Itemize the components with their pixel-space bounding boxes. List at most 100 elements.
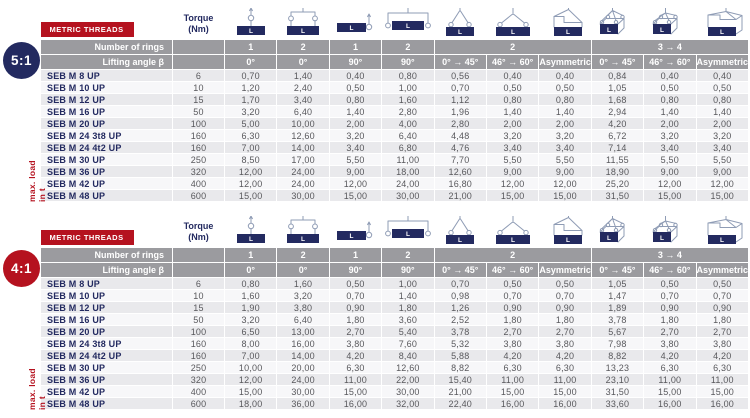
load-value: 12,00: [695, 177, 750, 190]
sling-2-leg-asymmetric-icon: L: [538, 216, 592, 248]
load-value: 4,20: [538, 349, 592, 362]
angle-row-spacer: [172, 54, 225, 70]
load-value: 0,80: [485, 93, 540, 106]
load-value: 15,00: [643, 189, 697, 202]
ring-side-2-icon: L: [381, 8, 435, 40]
rings-row-label: Number of rings: [40, 39, 173, 55]
sling-3-4-leg-46-60-icon: L: [643, 8, 697, 40]
load-value: 5,40: [381, 325, 435, 338]
lifting-angle-cell: Asymmetric: [695, 54, 750, 70]
lifting-angle-cell: 90°: [381, 54, 435, 70]
load-value: 0,40: [328, 69, 383, 82]
lifting-angle-cell: 46° → 60°: [485, 54, 540, 70]
load-value: 2,70: [643, 325, 697, 338]
table-row: SEB M 24 3t8 UP 160 6,30 12,60 3,20 6,40 4,48 3…: [40, 129, 750, 142]
load-value: 0,70: [643, 289, 697, 302]
row-label: SEB M 16 UP: [40, 105, 173, 118]
rings-count-cell: 1: [223, 247, 278, 263]
load-value: 22,00: [381, 373, 435, 386]
load-value: 15,00: [328, 189, 383, 202]
torque-value: 6: [172, 69, 225, 82]
load-value: 6,30: [223, 129, 278, 142]
load-value: 5,50: [485, 153, 540, 166]
load-value: 4,20: [328, 349, 383, 362]
row-label: SEB M 36 UP: [40, 373, 173, 386]
load-value: 0,70: [223, 69, 278, 82]
load-value: 2,00: [538, 117, 592, 130]
load-value: 20,00: [276, 361, 330, 374]
load-value: 24,00: [276, 177, 330, 190]
load-value: 15,00: [328, 385, 383, 398]
load-value: 2,70: [328, 325, 383, 338]
lifting-angle-cell: 0° → 45°: [590, 54, 645, 70]
load-value: 15,00: [485, 385, 540, 398]
load-value: 0,70: [538, 289, 592, 302]
load-value: 32,00: [381, 397, 435, 410]
load-value: 2,70: [538, 325, 592, 338]
sling-3-4-leg-asymmetric-icon: L: [696, 8, 749, 40]
load-value: 1,80: [485, 313, 540, 326]
load-value: 3,80: [643, 337, 697, 350]
rings-count-cell: 2: [433, 247, 592, 263]
row-label: SEB M 12 UP: [40, 93, 173, 106]
load-value: 6,30: [538, 361, 592, 374]
load-value: 7,14: [590, 141, 645, 154]
load-value: 0,50: [695, 81, 750, 94]
load-value: 6,30: [695, 361, 750, 374]
row-label: SEB M 24 3t8 UP: [40, 129, 173, 142]
load-value: 1,96: [433, 105, 487, 118]
load-value: 3,20: [276, 289, 330, 302]
row-label: SEB M 48 UP: [40, 189, 173, 202]
sling-3-4-leg-0-45-icon: L: [591, 8, 644, 40]
load-value: 23,10: [590, 373, 645, 386]
load-value: 33,60: [590, 397, 645, 410]
sling-3-4-leg-0-45-icon: L: [591, 216, 644, 248]
load-value: 5,88: [433, 349, 487, 362]
load-value: 3,80: [485, 337, 540, 350]
load-value: 6,40: [276, 105, 330, 118]
lifting-angle-cell: Asymmetric: [538, 54, 592, 70]
load-value: 0,50: [485, 277, 540, 290]
load-value: 16,00: [328, 397, 383, 410]
load-value: 16,00: [538, 397, 592, 410]
row-label: SEB M 24 4t2 UP: [40, 349, 173, 362]
svg-text:L: L: [720, 237, 724, 244]
table-body: SEB M 8 UP 6 0,70 1,40 0,40 0,80 0,56 0,40 0,40 0…: [40, 69, 750, 202]
row-label: SEB M 12 UP: [40, 301, 173, 314]
load-value: 4,20: [590, 117, 645, 130]
torque-value: 100: [172, 325, 225, 338]
svg-text:L: L: [660, 235, 664, 242]
load-value: 2,00: [485, 117, 540, 130]
load-value: 3,78: [433, 325, 487, 338]
load-value: 0,80: [695, 93, 750, 106]
icons-header-row: METRIC THREADS Torque (Nm) L L L L L L L L L L: [40, 8, 749, 40]
svg-text:L: L: [249, 236, 253, 243]
load-value: 0,80: [223, 277, 278, 290]
load-value: 2,40: [276, 81, 330, 94]
load-value: 2,00: [643, 117, 697, 130]
load-value: 11,00: [643, 373, 697, 386]
svg-text:L: L: [301, 28, 305, 35]
table-body: SEB M 8 UP 6 0,80 1,60 0,50 1,00 0,70 0,50 0,50 1…: [40, 277, 750, 410]
load-value: 13,00: [276, 325, 330, 338]
lifting-angle-cell: 0° → 45°: [590, 262, 645, 278]
sling-2-leg-46-60-icon: L: [486, 216, 539, 248]
load-value: 1,47: [590, 289, 645, 302]
load-value: 0,40: [538, 69, 592, 82]
load-value: 14,00: [276, 141, 330, 154]
load-value: 16,00: [643, 397, 697, 410]
sling-2-leg-asymmetric-icon: L: [538, 8, 592, 40]
load-value: 3,78: [590, 313, 645, 326]
lifting-angle-cell: 90°: [381, 262, 435, 278]
torque-value: 400: [172, 385, 225, 398]
load-value: 2,94: [590, 105, 645, 118]
load-value: 3,20: [223, 105, 278, 118]
table-row: SEB M 24 4t2 UP 160 7,00 14,00 4,20 8,40 5,88 4…: [40, 349, 750, 362]
load-value: 31,50: [590, 385, 645, 398]
load-value: 5,32: [433, 337, 487, 350]
table-row: SEB M 10 UP 10 1,60 3,20 0,70 1,40 0,98 0,70 0,7…: [40, 289, 750, 302]
load-value: 14,00: [276, 349, 330, 362]
load-value: 8,82: [590, 349, 645, 362]
